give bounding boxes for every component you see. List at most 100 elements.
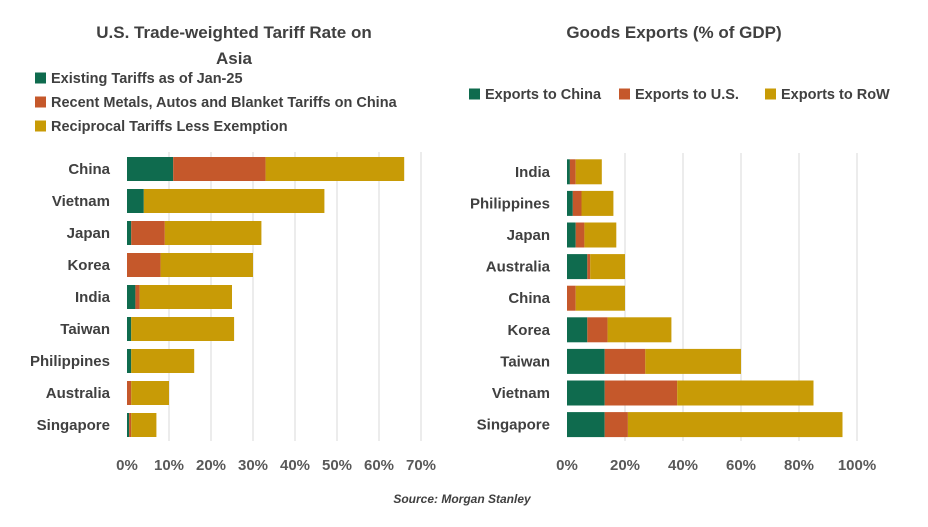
bar-right-philippines-exports-to-row — [582, 191, 614, 216]
bar-right-india-exports-to-u-s — [570, 159, 576, 184]
left-legend-swatch-reciprocal-tariffs-less-exemption — [35, 121, 46, 132]
right-x-tick-label: 40% — [668, 457, 698, 474]
bar-right-japan-exports-to-u-s — [576, 223, 585, 248]
right-legend-swatch-exports-to-china — [469, 89, 480, 100]
right-category-label-korea: Korea — [507, 322, 550, 339]
left-category-label-japan: Japan — [67, 225, 110, 242]
bar-right-japan-exports-to-row — [584, 223, 616, 248]
bar-left-singapore-reciprocal-tariffs-less-exemption — [131, 413, 156, 437]
bar-left-singapore-existing-tariffs-as-of-jan-25 — [127, 413, 129, 437]
bar-right-japan-exports-to-china — [567, 223, 576, 248]
right-category-label-japan: Japan — [507, 227, 550, 244]
right-category-label-taiwan: Taiwan — [500, 353, 550, 370]
right-category-label-australia: Australia — [486, 259, 551, 276]
left-bars — [127, 157, 404, 437]
bar-right-taiwan-exports-to-u-s — [605, 349, 646, 374]
bar-left-india-reciprocal-tariffs-less-exemption — [140, 285, 232, 309]
bar-right-china-exports-to-u-s — [567, 286, 576, 311]
left-legend-label-recent-metals-autos-and-blanket-tariffs-on-china: Recent Metals, Autos and Blanket Tariffs… — [51, 95, 398, 111]
left-category-label-philippines: Philippines — [30, 353, 110, 370]
bar-left-vietnam-reciprocal-tariffs-less-exemption — [144, 189, 325, 213]
bar-left-japan-existing-tariffs-as-of-jan-25 — [127, 221, 131, 245]
bar-left-philippines-existing-tariffs-as-of-jan-25 — [127, 349, 131, 373]
bar-left-australia-reciprocal-tariffs-less-exemption — [131, 381, 169, 405]
right-chart-title: Goods Exports (% of GDP) — [566, 23, 781, 42]
left-legend: Existing Tariffs as of Jan-25 Recent Meta… — [35, 71, 398, 135]
bar-left-japan-reciprocal-tariffs-less-exemption — [165, 221, 262, 245]
bar-left-japan-recent-metals-autos-and-blanket-tariffs-on-china — [131, 221, 165, 245]
right-x-tick-labels: 0% 20% 40% 60% 80% 100% — [556, 457, 876, 474]
bar-right-australia-exports-to-row — [590, 254, 625, 279]
left-legend-swatch-existing-tariffs-as-of-jan-25 — [35, 73, 46, 84]
bar-right-india-exports-to-row — [576, 159, 602, 184]
right-category-label-philippines: Philippines — [470, 195, 550, 212]
bar-left-korea-recent-metals-autos-and-blanket-tariffs-on-china — [127, 253, 161, 277]
source-note: Source: Morgan Stanley — [393, 492, 532, 506]
left-category-label-taiwan: Taiwan — [60, 321, 110, 338]
right-category-label-china: China — [508, 290, 550, 307]
left-category-label-china: China — [68, 161, 110, 178]
right-legend-label-exports-to-u-s: Exports to U.S. — [635, 87, 739, 103]
left-category-label-vietnam: Vietnam — [52, 193, 110, 210]
bar-left-australia-recent-metals-autos-and-blanket-tariffs-on-china — [127, 381, 131, 405]
goods-exports-chart: Goods Exports (% of GDP) Exports to Chin… — [469, 23, 890, 474]
right-category-label-singapore: Singapore — [477, 417, 550, 434]
right-bars — [567, 159, 843, 437]
bar-right-australia-exports-to-china — [567, 254, 587, 279]
left-x-tick-label: 10% — [154, 457, 184, 474]
bar-left-korea-reciprocal-tariffs-less-exemption — [161, 253, 253, 277]
bar-left-taiwan-reciprocal-tariffs-less-exemption — [131, 317, 234, 341]
bar-right-australia-exports-to-u-s — [587, 254, 590, 279]
tariff-rate-chart: U.S. Trade-weighted Tariff Rate on Asia … — [30, 23, 436, 474]
right-legend-label-exports-to-row: Exports to RoW — [781, 87, 890, 103]
bar-left-india-existing-tariffs-as-of-jan-25 — [127, 285, 135, 309]
chart-canvas: U.S. Trade-weighted Tariff Rate on Asia … — [0, 0, 928, 527]
right-x-tick-label: 80% — [784, 457, 814, 474]
bar-right-korea-exports-to-china — [567, 317, 587, 342]
left-chart-title-line-2: Asia — [216, 49, 252, 68]
right-legend: Exports to China Exports to U.S. Exports t… — [469, 87, 890, 103]
right-x-tick-label: 20% — [610, 457, 640, 474]
right-legend-swatch-exports-to-u-s — [619, 89, 630, 100]
bar-right-philippines-exports-to-china — [567, 191, 573, 216]
bar-right-korea-exports-to-row — [608, 317, 672, 342]
bar-left-singapore-recent-metals-autos-and-blanket-tariffs-on-china — [129, 413, 131, 437]
right-category-label-vietnam: Vietnam — [492, 385, 550, 402]
bar-right-singapore-exports-to-u-s — [605, 412, 628, 437]
bar-left-philippines-reciprocal-tariffs-less-exemption — [131, 349, 194, 373]
left-chart-title-line-1: U.S. Trade-weighted Tariff Rate on — [96, 23, 372, 42]
left-legend-label-reciprocal-tariffs-less-exemption: Reciprocal Tariffs Less Exemption — [51, 119, 288, 135]
bar-right-taiwan-exports-to-row — [645, 349, 741, 374]
bar-right-vietnam-exports-to-china — [567, 381, 605, 406]
left-x-tick-label: 70% — [406, 457, 436, 474]
left-category-label-korea: Korea — [67, 257, 110, 274]
right-legend-label-exports-to-china: Exports to China — [485, 87, 602, 103]
bar-right-taiwan-exports-to-china — [567, 349, 605, 374]
left-x-tick-label: 0% — [116, 457, 138, 474]
left-x-tick-label: 50% — [322, 457, 352, 474]
bar-right-vietnam-exports-to-row — [677, 381, 813, 406]
right-category-label-india: India — [515, 164, 551, 181]
bar-left-india-recent-metals-autos-and-blanket-tariffs-on-china — [135, 285, 139, 309]
left-x-tick-labels: 0% 10% 20% 30% 40% 50% 60% 70% — [116, 457, 436, 474]
bar-right-korea-exports-to-u-s — [587, 317, 607, 342]
bar-left-china-reciprocal-tariffs-less-exemption — [266, 157, 405, 181]
bar-right-india-exports-to-china — [567, 159, 570, 184]
right-x-tick-label: 0% — [556, 457, 578, 474]
bar-left-taiwan-existing-tariffs-as-of-jan-25 — [127, 317, 131, 341]
left-x-tick-label: 20% — [196, 457, 226, 474]
left-category-labels: China Vietnam Japan Korea India Taiwan Philipp… — [30, 161, 111, 434]
left-x-tick-label: 30% — [238, 457, 268, 474]
left-category-label-singapore: Singapore — [37, 417, 110, 434]
left-category-label-australia: Australia — [46, 385, 111, 402]
bar-right-vietnam-exports-to-u-s — [605, 381, 678, 406]
left-legend-label-existing-tariffs-as-of-jan-25: Existing Tariffs as of Jan-25 — [51, 71, 243, 87]
right-category-labels: India Philippines Japan Australia China Korea… — [470, 164, 551, 434]
bar-left-china-existing-tariffs-as-of-jan-25 — [127, 157, 173, 181]
bar-right-singapore-exports-to-china — [567, 412, 605, 437]
right-x-tick-label: 100% — [838, 457, 876, 474]
bar-left-vietnam-existing-tariffs-as-of-jan-25 — [127, 189, 144, 213]
left-x-tick-label: 60% — [364, 457, 394, 474]
bar-right-china-exports-to-row — [576, 286, 625, 311]
bar-right-singapore-exports-to-row — [628, 412, 843, 437]
